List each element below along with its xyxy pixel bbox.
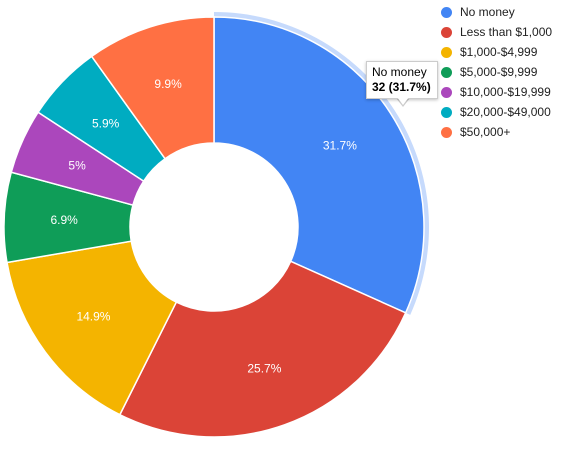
slice-label-50-000: 9.9% bbox=[154, 77, 182, 91]
legend-swatch-icon bbox=[441, 126, 452, 138]
legend-item-no-money[interactable]: No money bbox=[441, 2, 552, 22]
slice-label-20-000-49-000: 5.9% bbox=[92, 116, 120, 130]
slice-1-000-4-999[interactable] bbox=[6, 240, 178, 416]
legend-swatch-icon bbox=[441, 66, 452, 78]
legend-item-less-than-1-000[interactable]: Less than $1,000 bbox=[441, 22, 552, 42]
tooltip: No money 32 (31.7%) bbox=[366, 61, 438, 99]
legend-swatch-icon bbox=[441, 86, 452, 98]
legend-label: $50,000+ bbox=[460, 125, 511, 139]
slice-label-5-000-9-999: 6.9% bbox=[50, 213, 78, 227]
legend-label: No money bbox=[460, 5, 515, 19]
legend-item-1-000-4-999[interactable]: $1,000-$4,999 bbox=[441, 42, 552, 62]
tooltip-name: No money bbox=[372, 65, 427, 79]
legend-swatch-icon bbox=[441, 106, 452, 118]
legend-item-10-000-19-999[interactable]: $10,000-$19,999 bbox=[441, 82, 552, 102]
tooltip-tail-inner bbox=[397, 97, 409, 105]
slice-label-less-than-1-000: 25.7% bbox=[247, 361, 281, 375]
legend-label: Less than $1,000 bbox=[460, 25, 553, 39]
legend-item-50-000[interactable]: $50,000+ bbox=[441, 122, 552, 142]
legend-label: $5,000-$9,999 bbox=[460, 65, 538, 79]
legend-swatch-icon bbox=[441, 26, 452, 38]
legend: No money Less than $1,000 $1,000-$4,999 $5,… bbox=[441, 2, 552, 142]
tooltip-value: 32 (31.7%) bbox=[372, 80, 431, 94]
legend-label: $10,000-$19,999 bbox=[460, 85, 551, 99]
slice-label-no-money: 31.7% bbox=[323, 138, 357, 152]
legend-swatch-icon bbox=[441, 46, 452, 58]
slice-label-10-000-19-999: 5% bbox=[68, 159, 86, 173]
legend-swatch-icon bbox=[441, 6, 452, 18]
legend-item-5-000-9-999[interactable]: $5,000-$9,999 bbox=[441, 62, 552, 82]
slice-labels-group: 31.7% 25.7% 14.9% 6.9% 5% 5.9% 9.9% bbox=[50, 77, 357, 375]
slice-less-than-1-000[interactable] bbox=[118, 260, 407, 438]
legend-item-20-000-49-000[interactable]: $20,000-$49,000 bbox=[441, 102, 552, 122]
legend-label: $1,000-$4,999 bbox=[460, 45, 538, 59]
slice-50-000[interactable] bbox=[90, 16, 215, 160]
slice-label-1-000-4-999: 14.9% bbox=[76, 309, 110, 323]
legend-label: $20,000-$49,000 bbox=[460, 105, 551, 119]
